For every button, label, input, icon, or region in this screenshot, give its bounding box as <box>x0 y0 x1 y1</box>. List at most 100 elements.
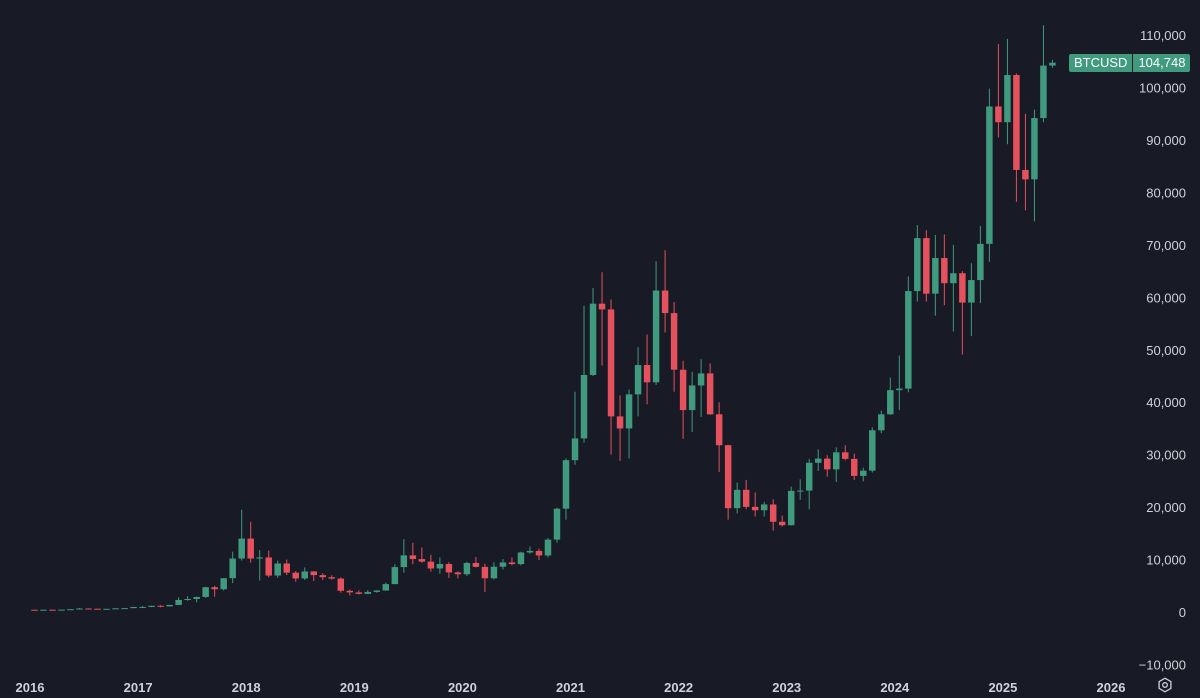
candle-body <box>238 538 245 559</box>
y-tick-label: 40,000 <box>1146 395 1186 410</box>
candle <box>778 515 786 527</box>
candle-body <box>670 313 678 370</box>
price-badge-divider <box>1132 54 1134 72</box>
candle-body <box>553 508 561 540</box>
y-tick-label: 30,000 <box>1146 448 1186 463</box>
candle-body <box>869 430 876 471</box>
candles-layer <box>31 25 1115 611</box>
candle-body <box>661 290 669 314</box>
candle-body <box>292 572 299 579</box>
candle-body <box>247 538 254 559</box>
candle <box>184 596 191 601</box>
candle-body <box>571 438 579 461</box>
price-badge-symbol: BTCUSD <box>1074 55 1128 70</box>
candle-body <box>823 458 831 470</box>
candle <box>769 499 777 531</box>
candle <box>103 608 110 610</box>
price-badge-value: 104,748 <box>1138 55 1186 70</box>
candle-body <box>643 365 651 383</box>
candle <box>652 261 660 385</box>
candle <box>283 559 290 576</box>
candle <box>121 608 128 610</box>
candle <box>1004 38 1011 145</box>
candle <box>706 363 714 415</box>
candle <box>463 561 471 576</box>
candle <box>598 272 606 366</box>
candle-body <box>184 598 191 600</box>
candle <box>842 445 849 461</box>
candle-body <box>598 303 606 310</box>
candle-body <box>283 563 290 573</box>
candle <box>148 605 155 608</box>
candle <box>670 302 678 392</box>
candle <box>724 444 732 520</box>
candle-body <box>833 452 840 470</box>
y-tick-label: 50,000 <box>1146 343 1186 358</box>
candle-body <box>778 521 786 526</box>
candle <box>760 501 768 517</box>
candle-body <box>256 557 263 559</box>
candle <box>31 609 38 611</box>
candle-body <box>580 374 588 439</box>
candle-body <box>301 571 308 579</box>
candle <box>220 578 227 591</box>
candle-body <box>544 539 552 556</box>
candle <box>805 458 813 510</box>
candle-body <box>373 590 381 592</box>
candle-body <box>490 566 498 579</box>
candle-body <box>157 605 164 607</box>
candle <box>229 551 236 584</box>
y-tick-label: 20,000 <box>1146 500 1186 515</box>
candle-body <box>905 291 912 389</box>
chart-settings-icon[interactable] <box>1157 677 1173 693</box>
candle-body <box>508 562 516 565</box>
x-tick-label: 2019 <box>340 680 369 695</box>
candle <box>715 402 723 472</box>
candle-body <box>67 609 74 611</box>
candle-body <box>121 608 128 610</box>
candle <box>661 250 669 333</box>
candle <box>40 609 47 611</box>
candle <box>977 226 984 304</box>
candle-body <box>463 562 471 575</box>
candle-body <box>796 490 804 492</box>
candle <box>130 606 137 609</box>
candle-body <box>589 303 597 375</box>
candle <box>742 479 750 510</box>
candle-body <box>436 564 444 569</box>
candle <box>833 447 840 482</box>
candle-body <box>968 280 975 303</box>
candle-body <box>851 458 858 476</box>
candle <box>905 276 912 393</box>
candle <box>688 371 696 433</box>
candle <box>923 230 930 302</box>
candle-body <box>1022 169 1029 180</box>
candle-body <box>139 606 146 608</box>
candle-body <box>49 609 56 611</box>
candle-body <box>328 577 336 579</box>
candle <box>481 563 489 593</box>
candle <box>238 509 245 561</box>
candle <box>265 550 272 578</box>
candle-body <box>1049 62 1056 66</box>
candle <box>625 389 633 459</box>
candle <box>544 538 552 558</box>
candle-body <box>769 504 777 522</box>
candle-body <box>860 470 867 476</box>
candle-body <box>400 555 408 568</box>
x-tick-label: 2026 <box>1097 680 1126 695</box>
candle-body <box>986 106 993 244</box>
candle-body <box>166 604 173 607</box>
candle-body <box>211 587 218 590</box>
candle <box>355 590 363 595</box>
candle-body <box>202 587 209 597</box>
candle-body <box>517 552 525 565</box>
candle-body <box>887 390 894 415</box>
candle-body <box>688 385 696 411</box>
y-tick-label: 90,000 <box>1146 133 1186 148</box>
candle-body <box>733 489 741 509</box>
candle <box>1049 59 1056 68</box>
candle-body <box>760 504 768 511</box>
candle <box>860 467 867 482</box>
candle <box>193 596 200 603</box>
